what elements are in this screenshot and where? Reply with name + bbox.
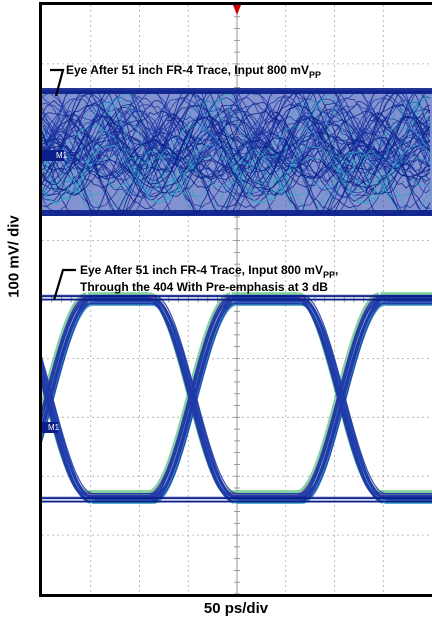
eye-transition-rise bbox=[42, 368, 90, 495]
trigger-marker bbox=[233, 5, 241, 15]
eye-transition-rise bbox=[42, 377, 88, 497]
eye-transition-fall bbox=[42, 295, 93, 433]
eye-trace-top-path bbox=[42, 162, 431, 210]
eye-trace-bottom bbox=[42, 292, 432, 505]
eye-trace-top-path bbox=[42, 114, 431, 186]
eye-trace-top-path bbox=[42, 98, 431, 143]
eye-transition-fall bbox=[150, 295, 233, 495]
eye-transition-rise bbox=[150, 295, 233, 495]
eye-trace-top bbox=[42, 88, 432, 216]
eye-trace-top-path bbox=[42, 91, 431, 174]
eye-trace-top-path bbox=[42, 158, 431, 191]
annotation-top: Eye After 51 inch FR-4 Trace, Input 800 … bbox=[66, 63, 321, 80]
annotation-bottom-line1: Eye After 51 inch FR-4 Trace, Input 800 … bbox=[80, 263, 338, 280]
eye-trace-top-path bbox=[42, 91, 430, 162]
marker-m1-bottom: M1 bbox=[48, 423, 60, 432]
eye-transition-rise bbox=[296, 299, 379, 499]
eye-trace-top-path bbox=[42, 97, 431, 201]
annotation-leader-top bbox=[50, 68, 65, 97]
eye-transition-rise bbox=[42, 356, 93, 495]
marker-m1-top-bg bbox=[42, 150, 64, 161]
eye-transition-rise bbox=[148, 297, 232, 497]
eye-trace-top-path bbox=[42, 115, 431, 202]
y-axis-label: 100 mV/ div bbox=[5, 215, 23, 298]
eye-trace-top-path bbox=[42, 153, 431, 189]
eye-trace-top-path bbox=[42, 136, 431, 167]
eye-trace-top-path bbox=[42, 95, 431, 165]
eye-trace-top-path bbox=[42, 144, 431, 181]
markers bbox=[42, 5, 241, 433]
annotation-leader-bottom bbox=[52, 268, 76, 301]
eye-trace-top-path bbox=[42, 138, 431, 180]
eye-trace-top-path bbox=[42, 135, 431, 211]
plot-frame bbox=[39, 2, 432, 597]
marker-m1-bottom-bg bbox=[42, 422, 58, 433]
eye-transition-rise bbox=[299, 295, 382, 495]
eye-transition-rise bbox=[297, 297, 380, 497]
eye-rail-top-lower bbox=[42, 210, 432, 216]
marker-m1-top: M1 bbox=[56, 151, 68, 160]
eye-trace-top-path bbox=[42, 145, 431, 197]
eye-transition-rise bbox=[42, 384, 87, 499]
eye-trace-top-path bbox=[42, 124, 431, 166]
annotation-bottom-line2: Through the 404 With Pre-emphasis at 3 d… bbox=[80, 280, 328, 294]
eye-transition-rise bbox=[147, 299, 230, 499]
eye-trace-top-path bbox=[42, 135, 431, 215]
eye-transition-rise bbox=[154, 295, 237, 495]
eye-transition-fall bbox=[42, 295, 90, 421]
eye-transition-fall bbox=[302, 295, 386, 495]
eye-transition-fall bbox=[154, 295, 237, 495]
eye-trace-top-path bbox=[42, 154, 431, 198]
eye-transition-fall bbox=[299, 295, 382, 495]
eye-trace-top-path bbox=[42, 94, 431, 176]
eye-trace-top-path bbox=[42, 136, 430, 172]
eye-trace-top-path bbox=[42, 143, 431, 204]
eye-trace-top-path bbox=[42, 134, 431, 200]
eye-rail-top-upper bbox=[42, 88, 432, 94]
eye-transition-rise bbox=[302, 295, 386, 495]
eye-trace-top-path bbox=[42, 110, 431, 149]
x-axis-label: 50 ps/div bbox=[203, 600, 269, 617]
eye-trace-top-path bbox=[42, 102, 431, 142]
eye-trace-top-path bbox=[42, 91, 431, 175]
